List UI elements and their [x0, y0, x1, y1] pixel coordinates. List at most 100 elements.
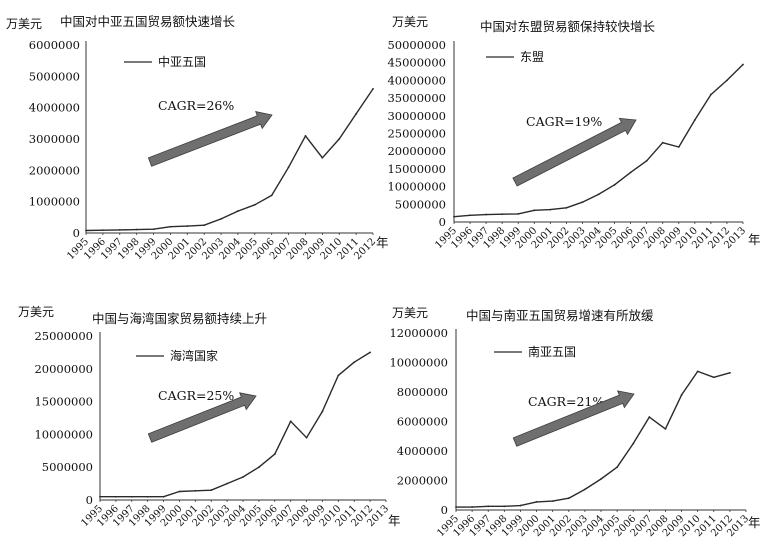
data-point — [321, 410, 324, 413]
data-point — [118, 228, 121, 231]
data-point — [712, 376, 715, 379]
chart-panel-1: 中国对中亚五国贸易额快速增长 万美元 0 1000000 2000000 3000000 4… — [6, 14, 389, 262]
data-point — [85, 229, 87, 232]
data-point — [469, 214, 471, 217]
data-point — [726, 79, 728, 82]
data-point — [613, 183, 616, 186]
data-point — [551, 500, 554, 503]
data-point — [372, 87, 374, 90]
data-point — [369, 351, 372, 354]
y-tick-label: 25000000 — [387, 127, 446, 141]
y-tick-label: 15000000 — [34, 395, 93, 409]
data-point — [664, 427, 667, 430]
y-tick-label: 1000000 — [29, 195, 80, 209]
chart-title: 中国对中亚五国贸易额快速增长 — [60, 14, 236, 29]
trend-arrow — [147, 111, 273, 167]
trend-arrow — [147, 392, 257, 443]
data-point — [287, 166, 290, 169]
cagr-label: CAGR=26% — [158, 98, 234, 113]
data-point — [101, 229, 104, 232]
y-tick-label: 4000000 — [397, 444, 448, 458]
y-tick-label: 10000000 — [389, 356, 448, 370]
data-point — [597, 193, 600, 196]
chart-title: 中国与南亚五国贸易增速有所放缓 — [466, 308, 654, 323]
data-point — [696, 370, 699, 373]
data-point — [220, 218, 222, 220]
data-point — [661, 141, 664, 144]
y-tick-label: 10000000 — [34, 427, 93, 441]
year-suffix-label: 年 — [388, 513, 401, 528]
legend-label: 东盟 — [520, 50, 544, 64]
unit-label: 万美元 — [392, 15, 428, 29]
chart-panel-4: 中国与南亚五国贸易增速有所放缓 万美元 0 2000000 4000000 6000000… — [389, 306, 760, 539]
y-tick-label: 5000000 — [42, 460, 93, 474]
y-tick-label: 15000000 — [387, 162, 446, 176]
chart-title: 中国与海湾国家贸易额持续上升 — [92, 311, 267, 326]
data-point — [632, 442, 635, 445]
data-point — [226, 482, 229, 485]
data-point — [130, 495, 133, 498]
y-tick-label: 5000000 — [395, 197, 446, 211]
data-point — [186, 225, 189, 228]
data-point — [629, 171, 632, 174]
y-tick-label: 20000000 — [34, 362, 93, 376]
year-suffix-label: 年 — [376, 235, 389, 250]
data-point — [581, 201, 584, 204]
data-point — [289, 420, 292, 423]
year-suffix-label: 年 — [748, 515, 761, 530]
y-tick-label: 50000000 — [387, 38, 446, 52]
y-tick-label: 2000000 — [29, 163, 80, 177]
data-point — [203, 224, 206, 227]
data-point — [337, 374, 340, 377]
cagr-label: CAGR=19% — [526, 114, 602, 129]
unit-label: 万美元 — [6, 17, 42, 31]
data-point — [600, 478, 602, 480]
y-tick-label: 0 — [86, 493, 93, 507]
legend-label: 海湾国家 — [170, 348, 218, 363]
data-point — [549, 208, 552, 211]
cagr-label: CAGR=21% — [528, 394, 604, 409]
data-point — [321, 156, 324, 159]
data-point — [501, 213, 504, 216]
data-point — [242, 476, 244, 478]
data-point — [162, 495, 165, 498]
y-tick-label: 2000000 — [397, 474, 448, 488]
data-point — [503, 505, 506, 508]
data-point — [194, 489, 197, 492]
data-point — [728, 371, 731, 374]
y-tick-label: 10000000 — [387, 180, 446, 194]
data-point — [680, 394, 683, 396]
data-point — [648, 416, 651, 418]
data-point — [677, 146, 680, 148]
data-point — [645, 159, 648, 162]
data-point — [353, 361, 356, 364]
legend-label: 南亚五国 — [528, 344, 576, 359]
data-point — [169, 225, 172, 228]
y-tick-label: 45000000 — [387, 56, 446, 70]
series-line — [85, 88, 374, 232]
data-point — [135, 228, 138, 231]
data-point — [270, 194, 273, 197]
data-point — [178, 490, 181, 493]
y-tick-label: 5000000 — [29, 69, 80, 83]
data-point — [455, 506, 457, 508]
data-point — [305, 436, 308, 439]
y-tick-label: 3000000 — [29, 132, 80, 146]
data-point — [99, 495, 101, 498]
data-point — [273, 453, 276, 455]
y-tick-label: 6000000 — [29, 38, 80, 52]
data-point — [257, 466, 260, 469]
unit-label: 万美元 — [18, 305, 54, 319]
y-tick-label: 40000000 — [387, 73, 446, 87]
data-point — [533, 209, 536, 212]
cagr-label: CAGR=25% — [158, 388, 234, 403]
data-point — [583, 488, 586, 491]
unit-label: 万美元 — [392, 306, 428, 320]
data-point — [567, 497, 570, 500]
data-point — [146, 495, 149, 498]
y-tick-label: 20000000 — [387, 144, 446, 158]
data-point — [114, 495, 117, 498]
data-point — [519, 504, 522, 507]
y-tick-label: 0 — [73, 226, 80, 240]
